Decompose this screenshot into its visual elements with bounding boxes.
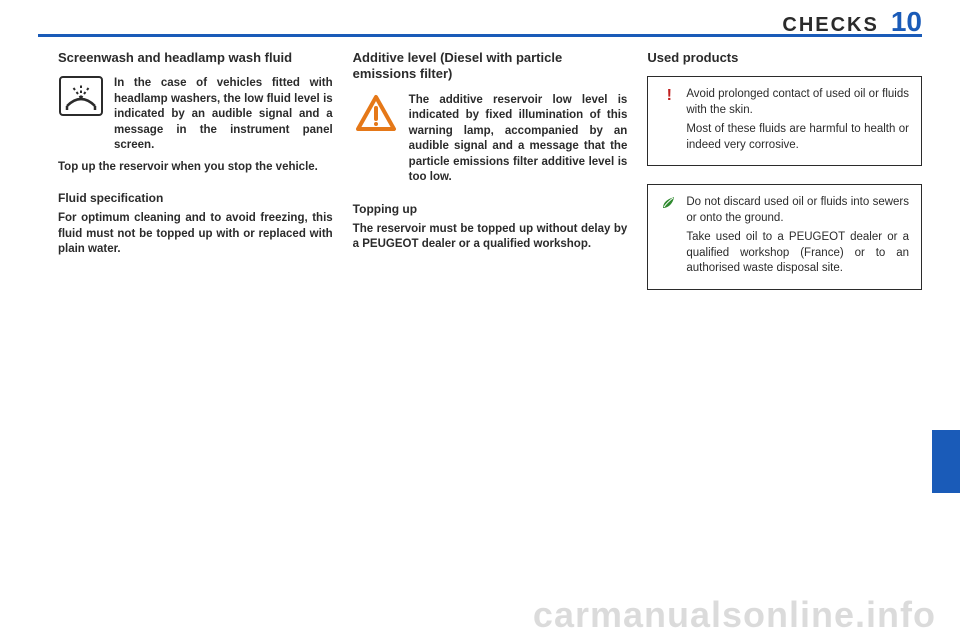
col-left: Screenwash and headlamp wash fluid In th… (58, 50, 333, 308)
callout-warning: ! Avoid prolonged contact of used oil or… (647, 76, 922, 166)
warning-triangle-icon (353, 93, 399, 186)
leaf-icon (660, 195, 678, 277)
chapter-number: 10 (891, 6, 922, 38)
warning-line1: Avoid prolonged contact of used oil or f… (686, 87, 909, 118)
heading-used-products: Used products (647, 50, 922, 66)
subheading-topping-up: Topping up (353, 202, 628, 216)
subheading-fluid-spec: Fluid specification (58, 191, 333, 205)
heading-additive: Additive level (Diesel with particle emi… (353, 50, 628, 83)
icon-row-additive: The additive reservoir low level is indi… (353, 93, 628, 186)
watermark: carmanualsonline.info (0, 594, 960, 636)
header-title: CHECKS (782, 14, 878, 37)
exclamation-icon: ! (660, 87, 678, 153)
content: Screenwash and headlamp wash fluid In th… (58, 50, 922, 308)
windscreen-washer-icon (58, 76, 104, 154)
col-right: Used products ! Avoid prolonged contact … (647, 50, 922, 308)
callout-eco: Do not discard used oil or fluids into s… (647, 184, 922, 290)
side-tab (932, 430, 960, 493)
body-screenwash-intro: In the case of vehicles fitted with head… (114, 76, 333, 154)
body-topping-up: The reservoir must be topped up without … (353, 222, 628, 253)
body-screenwash-topup: Top up the reservoir when you stop the v… (58, 160, 333, 176)
col-middle: Additive level (Diesel with particle emi… (353, 50, 628, 308)
body-fluid-spec: For optimum cleaning and to avoid freezi… (58, 211, 333, 258)
bang-glyph: ! (667, 87, 672, 104)
warning-line2: Most of these fluids are harmful to heal… (686, 122, 909, 153)
body-additive-intro: The additive reservoir low level is indi… (409, 93, 628, 186)
eco-line2: Take used oil to a PEUGEOT dealer or a q… (686, 230, 909, 277)
heading-screenwash: Screenwash and headlamp wash fluid (58, 50, 333, 66)
eco-line1: Do not discard used oil or fluids into s… (686, 195, 909, 226)
icon-row-screenwash: In the case of vehicles fitted with head… (58, 76, 333, 154)
page-header: CHECKS 10 (782, 6, 922, 38)
